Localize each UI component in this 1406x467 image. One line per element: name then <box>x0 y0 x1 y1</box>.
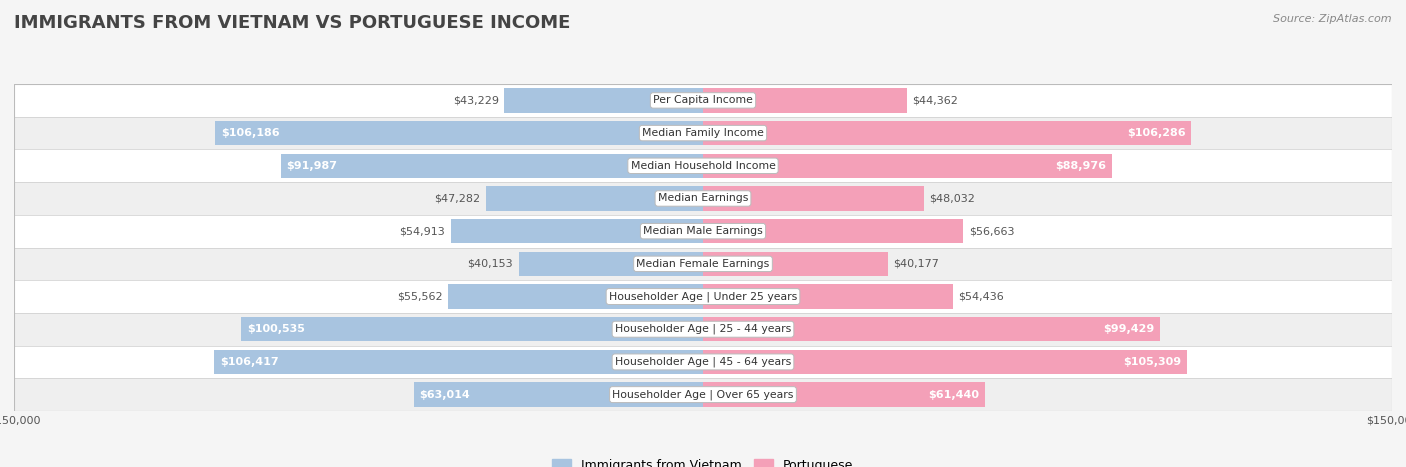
Text: $61,440: $61,440 <box>929 389 980 400</box>
Bar <box>242 317 703 341</box>
Text: $56,663: $56,663 <box>969 226 1014 236</box>
Text: Median Household Income: Median Household Income <box>630 161 776 171</box>
Text: Householder Age | 45 - 64 years: Householder Age | 45 - 64 years <box>614 357 792 367</box>
Text: Median Earnings: Median Earnings <box>658 193 748 204</box>
Text: $106,186: $106,186 <box>221 128 280 138</box>
Text: $63,014: $63,014 <box>419 389 470 400</box>
Text: $44,362: $44,362 <box>912 95 957 106</box>
Text: Median Male Earnings: Median Male Earnings <box>643 226 763 236</box>
Text: $105,309: $105,309 <box>1123 357 1181 367</box>
Text: $99,429: $99,429 <box>1102 324 1154 334</box>
Text: $40,153: $40,153 <box>467 259 513 269</box>
Bar <box>14 182 1392 215</box>
Text: Per Capita Income: Per Capita Income <box>652 95 754 106</box>
Text: $48,032: $48,032 <box>929 193 974 204</box>
Text: Median Female Earnings: Median Female Earnings <box>637 259 769 269</box>
Text: $91,987: $91,987 <box>285 161 337 171</box>
Bar <box>703 154 1112 178</box>
Text: $40,177: $40,177 <box>893 259 939 269</box>
Legend: Immigrants from Vietnam, Portuguese: Immigrants from Vietnam, Portuguese <box>547 453 859 467</box>
Bar <box>703 252 887 276</box>
Bar <box>703 350 1187 374</box>
Text: IMMIGRANTS FROM VIETNAM VS PORTUGUESE INCOME: IMMIGRANTS FROM VIETNAM VS PORTUGUESE IN… <box>14 14 571 32</box>
Text: $55,562: $55,562 <box>396 291 443 302</box>
Bar <box>14 117 1392 149</box>
Text: $106,286: $106,286 <box>1128 128 1185 138</box>
Text: Median Family Income: Median Family Income <box>643 128 763 138</box>
Text: Householder Age | 25 - 44 years: Householder Age | 25 - 44 years <box>614 324 792 334</box>
Bar <box>703 88 907 113</box>
Text: Householder Age | Under 25 years: Householder Age | Under 25 years <box>609 291 797 302</box>
Bar <box>703 382 986 407</box>
Bar <box>14 280 1392 313</box>
Bar <box>447 284 703 309</box>
Bar <box>14 215 1392 248</box>
Bar <box>14 378 1392 411</box>
Bar <box>14 346 1392 378</box>
Bar <box>281 154 703 178</box>
Bar <box>703 186 924 211</box>
Text: $54,913: $54,913 <box>399 226 446 236</box>
Bar <box>14 149 1392 182</box>
Text: $88,976: $88,976 <box>1054 161 1107 171</box>
Bar <box>14 248 1392 280</box>
Bar <box>214 350 703 374</box>
Bar <box>703 284 953 309</box>
Text: Source: ZipAtlas.com: Source: ZipAtlas.com <box>1274 14 1392 24</box>
Text: $47,282: $47,282 <box>434 193 481 204</box>
Text: $100,535: $100,535 <box>247 324 305 334</box>
Bar <box>703 121 1191 145</box>
Bar <box>486 186 703 211</box>
Text: $43,229: $43,229 <box>453 95 499 106</box>
Bar <box>703 219 963 243</box>
Bar <box>14 313 1392 346</box>
Bar <box>215 121 703 145</box>
Bar <box>14 84 1392 117</box>
Bar <box>519 252 703 276</box>
Text: $54,436: $54,436 <box>959 291 1004 302</box>
Text: Householder Age | Over 65 years: Householder Age | Over 65 years <box>612 389 794 400</box>
Bar <box>413 382 703 407</box>
Bar <box>505 88 703 113</box>
Bar <box>451 219 703 243</box>
Bar <box>703 317 1160 341</box>
Text: $106,417: $106,417 <box>219 357 278 367</box>
